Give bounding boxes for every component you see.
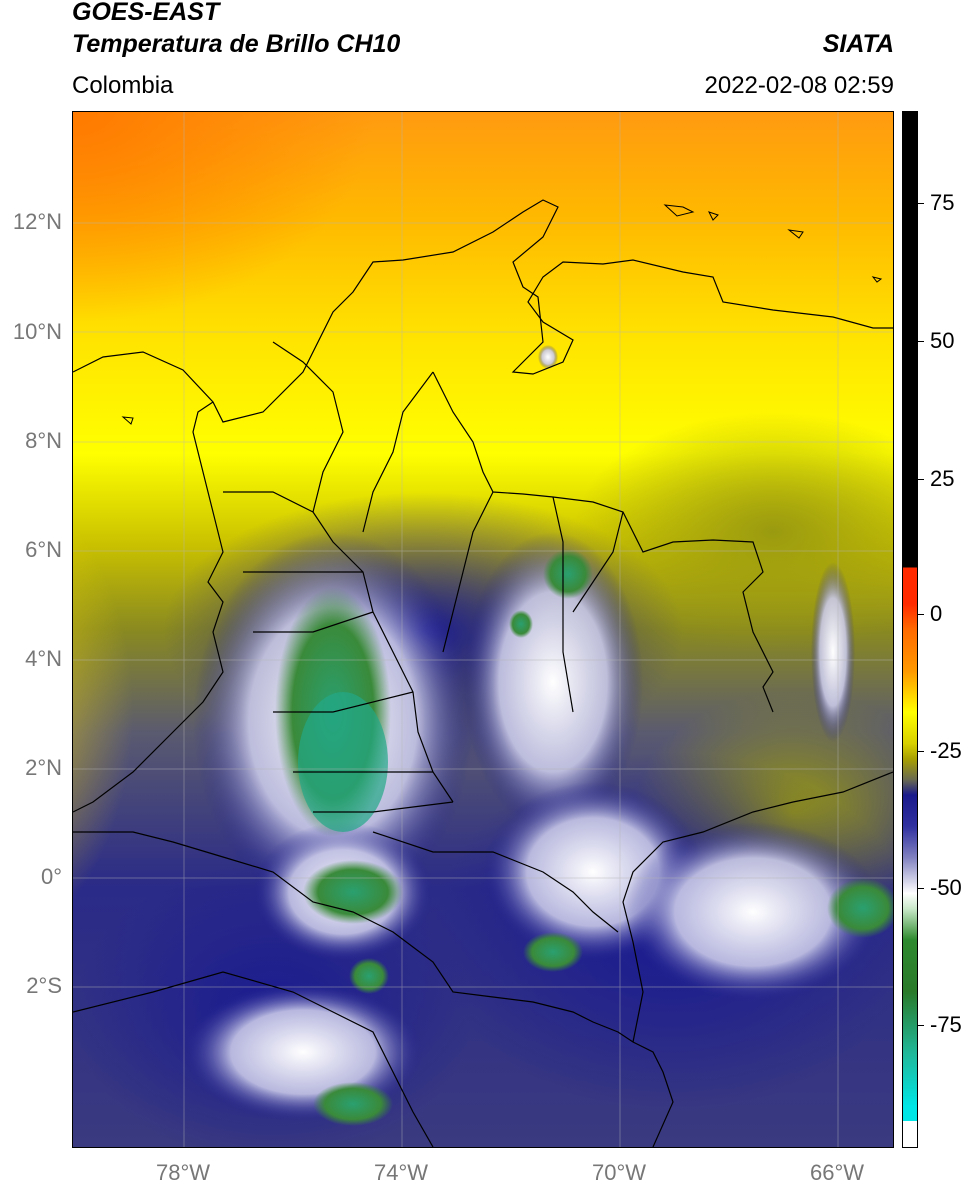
lat-label-2n: 2°N xyxy=(25,755,62,780)
border-venezuela-brazil xyxy=(622,771,893,1043)
brightness-temperature-field xyxy=(73,112,893,1147)
lat-label-2s: 2°S xyxy=(26,973,62,998)
lon-label-70w: 70°W xyxy=(591,1160,647,1185)
colorbar-label-0: 0 xyxy=(930,601,943,626)
lat-label-8n: 8°N xyxy=(25,428,62,453)
lat-label-4n: 4°N xyxy=(25,646,62,671)
lat-label-6n: 6°N xyxy=(25,537,62,562)
political-boundaries xyxy=(73,199,893,1147)
agency-title: SIATA xyxy=(822,30,894,58)
lon-label-78w: 78°W xyxy=(155,1160,211,1185)
border-peru xyxy=(73,971,434,1147)
colorbar-label-75: 75 xyxy=(930,190,955,215)
colorbar-label-minus25: -25 xyxy=(930,738,962,763)
lon-label-66w: 66°W xyxy=(809,1160,865,1185)
colorbar-tick-minus75 xyxy=(918,1025,924,1026)
lat-label-10n: 10°N xyxy=(12,319,62,344)
datetime-label: 2022-02-08 02:59 xyxy=(704,72,895,99)
border-colombia-east xyxy=(432,371,774,713)
islands xyxy=(121,204,883,425)
coastline-pacific xyxy=(73,401,224,813)
map-image xyxy=(73,112,893,1147)
satellite-map xyxy=(72,111,894,1148)
lon-label-74w: 74°W xyxy=(373,1160,429,1185)
product-title: Temperatura de Brillo CH10 xyxy=(72,30,401,58)
colorbar-tick-50 xyxy=(918,341,924,342)
temperature-colorbar xyxy=(902,111,918,1148)
colorbar-tick-minus50 xyxy=(918,888,924,889)
colorbar-tick-25 xyxy=(918,479,924,480)
satellite-title: GOES-EAST xyxy=(72,0,220,26)
region-label: Colombia xyxy=(72,72,174,99)
border-colombia-south xyxy=(73,831,674,1147)
colorbar-label-50: 50 xyxy=(930,328,955,353)
lat-label-0: 0° xyxy=(40,864,62,889)
colorbar-tick-0 xyxy=(918,614,924,615)
lat-label-12n: 12°N xyxy=(12,209,62,234)
colorbar-tick-75 xyxy=(918,203,924,204)
department-lines xyxy=(223,341,624,933)
colorbar-label-25: 25 xyxy=(930,466,955,491)
colorbar-label-minus50: -50 xyxy=(930,875,962,900)
colorbar-label-minus75: -75 xyxy=(930,1012,962,1037)
colorbar-tick-minus25 xyxy=(918,751,924,752)
coastline-caribbean xyxy=(73,199,893,423)
graticule xyxy=(73,112,893,1147)
